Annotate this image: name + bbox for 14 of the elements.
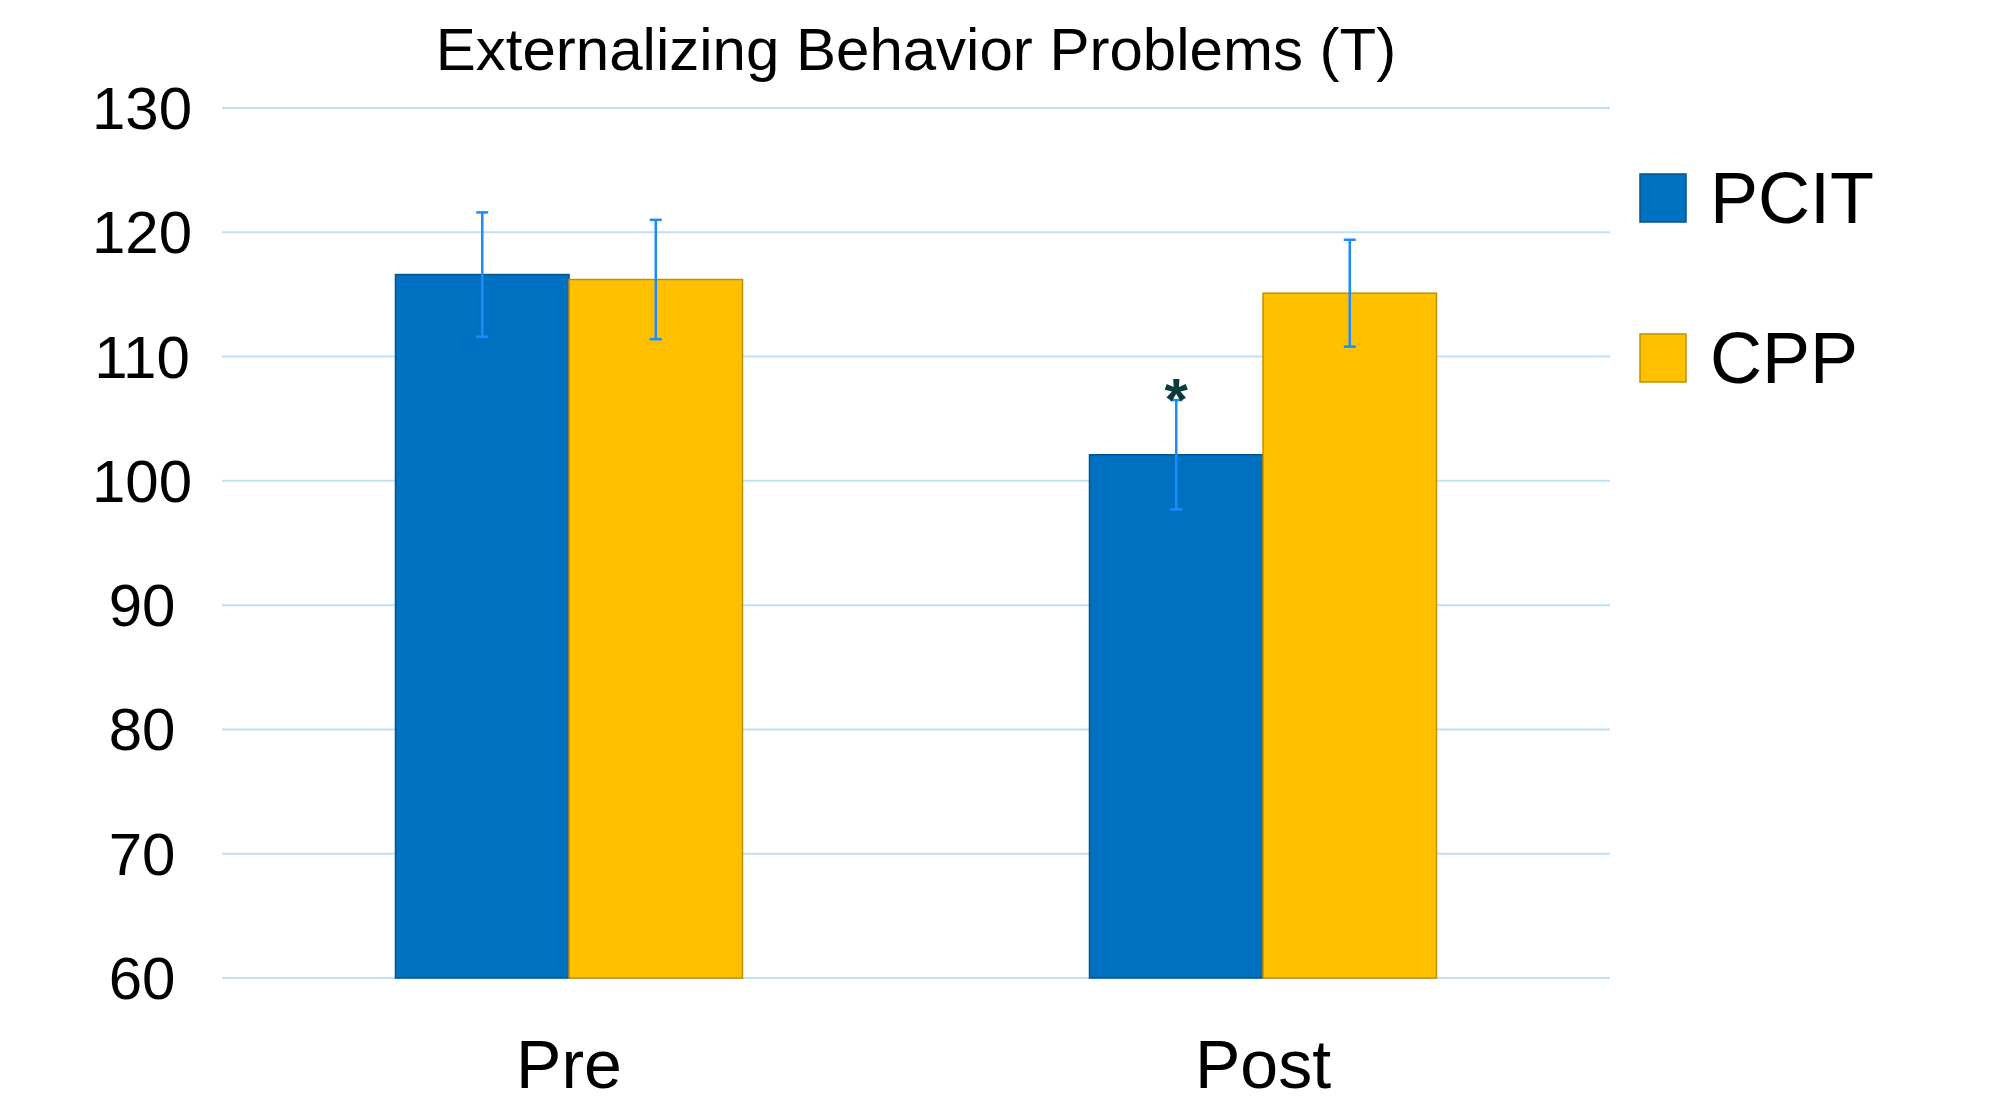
- y-tick-label: 90: [108, 572, 176, 640]
- annotation: *: [1164, 365, 1189, 433]
- y-tick-label: 110: [94, 323, 190, 391]
- y-tick-label: 130: [91, 75, 193, 142]
- y-tick-label: 120: [91, 199, 193, 267]
- chart-title: Externalizing Behavior Problems (T): [435, 16, 1397, 83]
- x-tick-label: Post: [1194, 1026, 1332, 1102]
- x-tick-label: Pre: [516, 1026, 622, 1102]
- y-tick-label: 60: [108, 945, 176, 1012]
- legend-label: PCIT: [1710, 158, 1875, 239]
- y-tick-label: 80: [108, 696, 176, 764]
- y-tick-label: 70: [108, 820, 176, 888]
- y-tick-label: 100: [91, 447, 193, 515]
- legend-label: CPP: [1710, 318, 1859, 399]
